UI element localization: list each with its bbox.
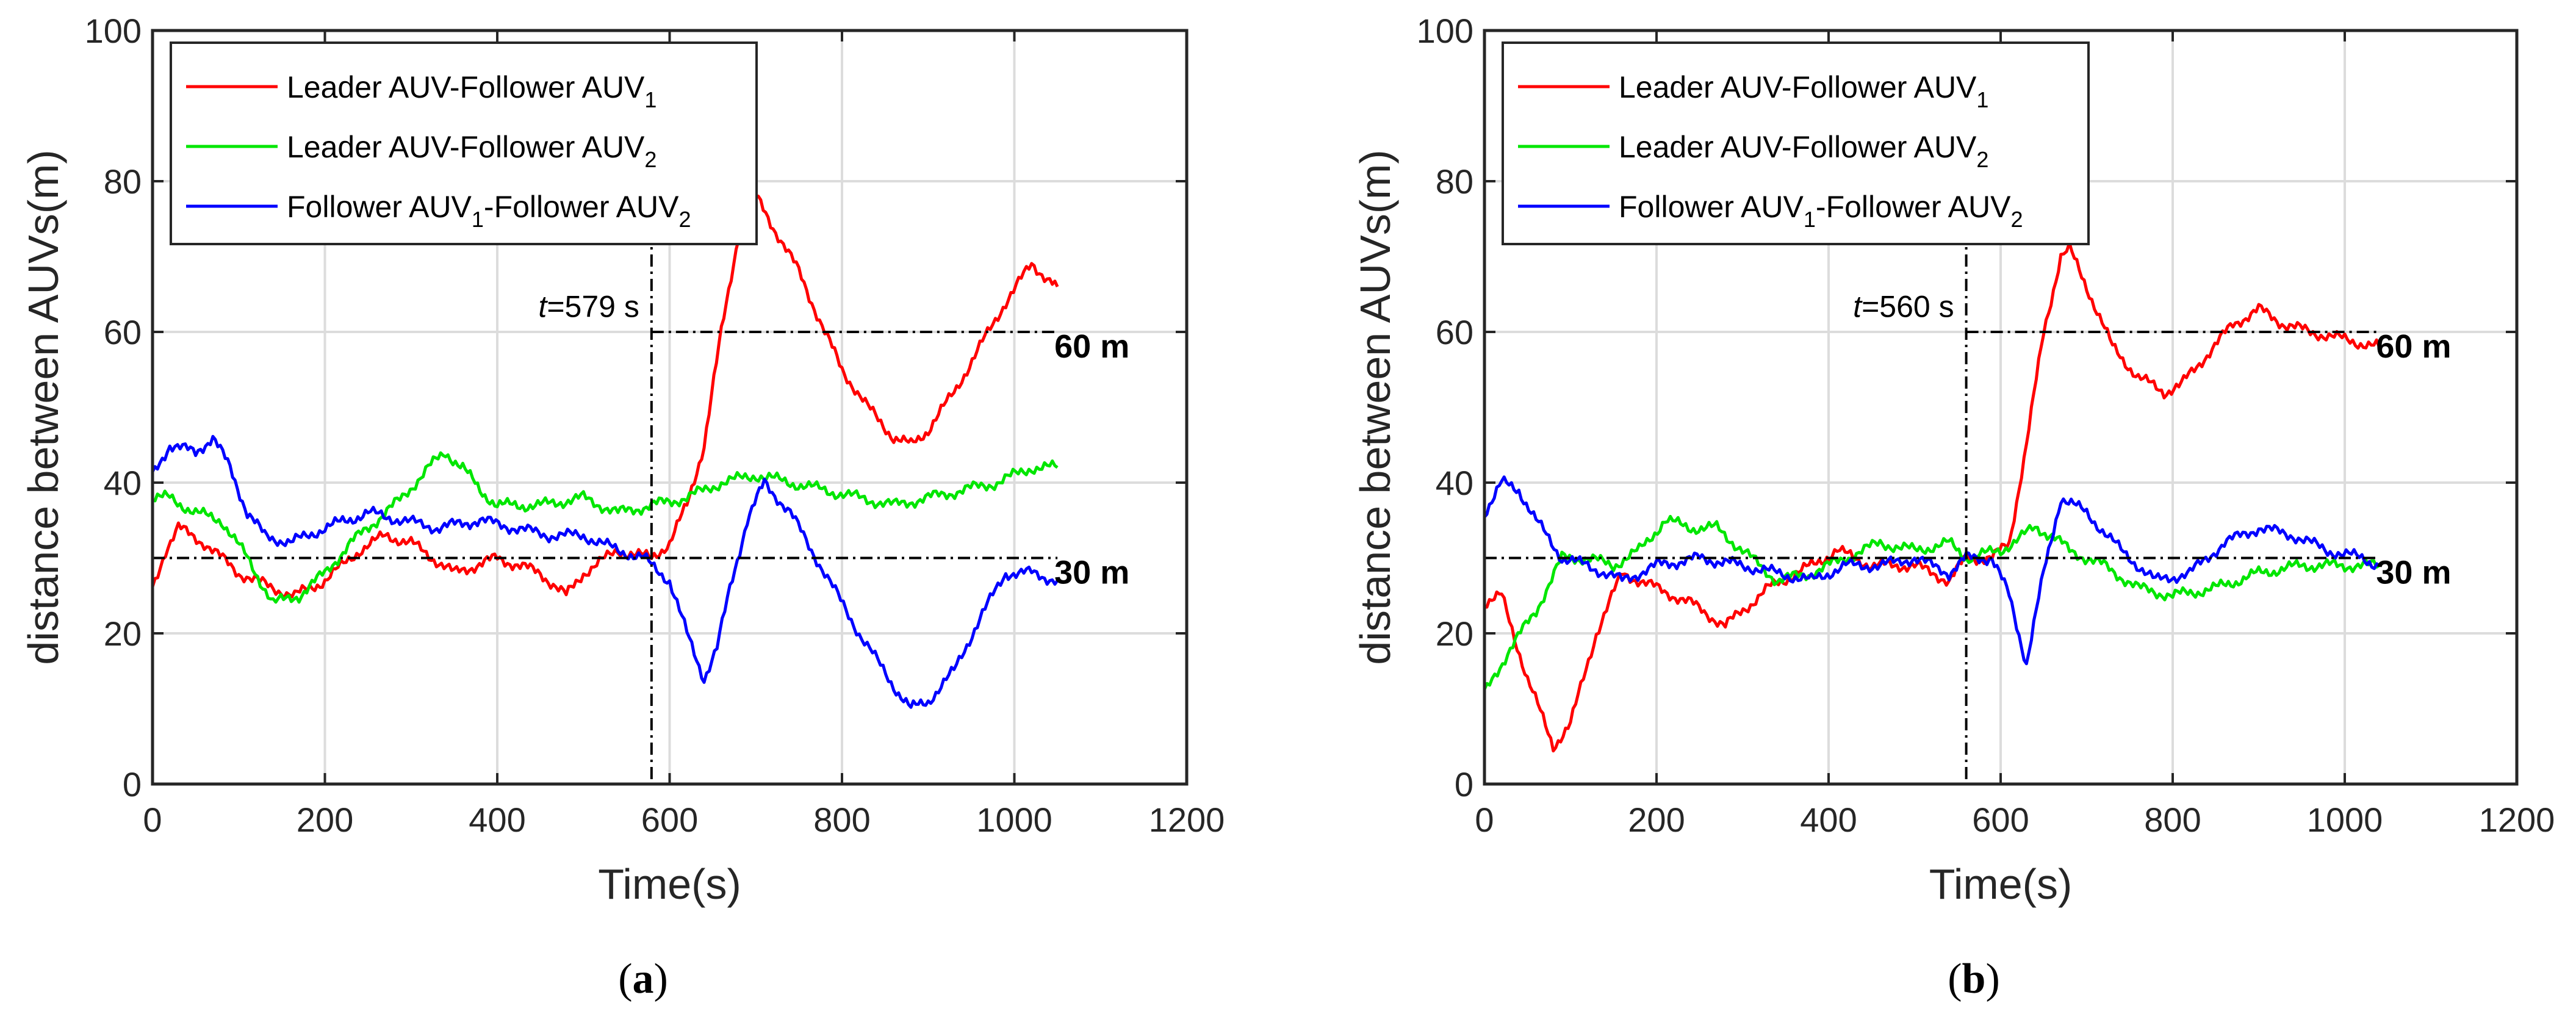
y-tick-label: 100 (1417, 12, 1473, 50)
y-tick-label: 60 (1436, 313, 1473, 351)
x-tick-label: 1000 (2307, 801, 2383, 839)
x-tick-label: 1200 (1149, 801, 1225, 839)
y-tick-label: 80 (104, 162, 142, 201)
event-label: t=579 s (538, 290, 639, 324)
event-label: t=560 s (1853, 290, 1954, 324)
y-tick-label: 40 (104, 464, 142, 502)
x-tick-label: 400 (1800, 801, 1857, 839)
x-axis-label: Time(s) (1929, 860, 2073, 908)
y-tick-label: 60 (104, 313, 142, 351)
y-tick-label: 100 (85, 12, 142, 50)
reference-label: 30 m (2376, 555, 2451, 591)
legend-label: Follower AUV1-Follower AUV2 (287, 190, 691, 232)
series-line-2 (1483, 475, 2380, 666)
legend-label: Follower AUV1-Follower AUV2 (1619, 190, 2023, 232)
y-tick-label: 0 (1455, 765, 1473, 804)
legend-box (1502, 41, 2090, 245)
x-tick-label: 1000 (976, 801, 1052, 839)
y-tick-label: 20 (104, 614, 142, 653)
x-tick-label: 600 (641, 801, 698, 839)
chart-panel-a: 30 m 60 m t=579 s 0 200 400 600 800 1000 1200 0 20 4… (20, 12, 1225, 908)
x-tick-label: 400 (469, 801, 525, 839)
reference-label: 60 m (2376, 328, 2451, 365)
panel-caption-b: (b) (1948, 955, 2000, 1002)
series-line-2 (151, 434, 1059, 709)
y-tick-label: 0 (123, 765, 142, 804)
y-tick-label: 80 (1436, 162, 1473, 201)
legend-label: Leader AUV-Follower AUV2 (287, 130, 657, 172)
x-tick-label: 800 (813, 801, 870, 839)
x-tick-label: 0 (1475, 801, 1494, 839)
y-axis-label: distance between AUVs(m) (20, 149, 67, 664)
legend-label: Leader AUV-Follower AUV1 (287, 70, 657, 112)
reference-label: 30 m (1054, 555, 1129, 591)
legend-label: Leader AUV-Follower AUV1 (1619, 70, 1988, 112)
series-line-0 (151, 194, 1059, 600)
y-axis-label: distance between AUVs(m) (1351, 149, 1399, 664)
x-tick-label: 0 (143, 801, 162, 839)
panel-caption-a: (a) (618, 955, 668, 1002)
legend-label: Leader AUV-Follower AUV2 (1619, 130, 1988, 172)
series-line-0 (1484, 241, 2381, 753)
chart-panel-b: 30 m 60 m t=560 s 0 200 400 600 800 1000 1200 0 20 4… (1351, 12, 2555, 908)
reference-label: 60 m (1054, 328, 1129, 365)
x-axis-label: Time(s) (598, 860, 741, 908)
series-line-1 (152, 451, 1059, 604)
series-line-1 (1483, 514, 2380, 690)
x-tick-label: 200 (1628, 801, 1685, 839)
y-tick-label: 40 (1436, 464, 1473, 502)
x-tick-label: 1200 (2479, 801, 2555, 839)
y-tick-label: 20 (1436, 614, 1473, 653)
x-tick-label: 600 (1972, 801, 2029, 839)
x-tick-label: 200 (297, 801, 353, 839)
legend-box (170, 41, 758, 245)
x-tick-label: 800 (2144, 801, 2201, 839)
